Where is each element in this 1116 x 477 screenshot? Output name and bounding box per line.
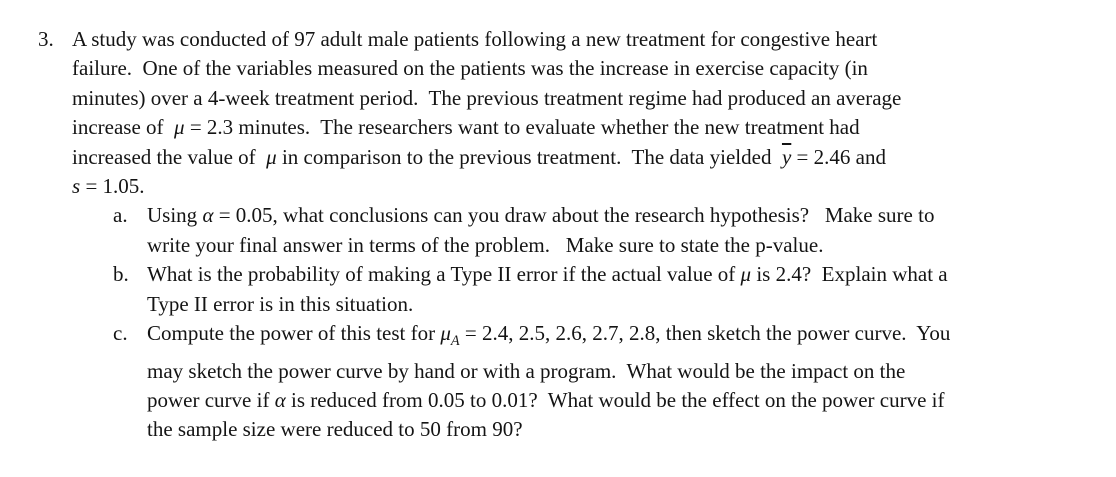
problem-text-line: increased the value of μ in comparison t… [72,144,886,169]
subitem-a: a. Using α = 0.05, what conclusions can … [113,201,1086,260]
subitem-b: b. What is the probability of making a T… [113,260,1086,319]
item-text-line: What is the probability of making a Type… [147,262,948,287]
problem-text-line: increase of μ = 2.3 minutes. The researc… [72,115,860,140]
item-text-line: Type II error is in this situation. [147,291,414,316]
problem-number: 3. [38,27,54,51]
item-text-line: Using α = 0.05, what conclusions can you… [147,203,935,228]
problem-3: 3. A study was conducted of 97 adult mal… [38,25,1086,445]
document-page: 3. A study was conducted of 97 adult mal… [38,25,1086,445]
item-label: b. [113,262,129,287]
item-text-line: may sketch the power curve by hand or wi… [147,358,906,383]
item-text-line: Compute the power of this test for μA = … [147,321,951,350]
subitem-c: c. Compute the power of this test for μA… [113,319,1086,445]
subitem-b-body: What is the probability of making a Type… [147,260,1086,319]
item-label: a. [113,203,128,228]
problem-text-line: failure. One of the variables measured o… [72,56,868,81]
item-text-line: the sample size were reduced to 50 from … [147,417,523,442]
problem-text-line: A study was conducted of 97 adult male p… [72,27,878,51]
subitem-a-body: Using α = 0.05, what conclusions can you… [147,201,1086,260]
subitem-c-body: Compute the power of this test for μA = … [147,319,1086,445]
problem-text-line: minutes) over a 4-week treatment period.… [72,85,902,110]
problem-body: A study was conducted of 97 adult male p… [72,25,1086,445]
item-text-line: write your final answer in terms of the … [147,232,824,257]
item-label: c. [113,321,128,346]
item-text-line: power curve if α is reduced from 0.05 to… [147,388,945,413]
problem-text-line: s = 1.05. [72,174,145,199]
